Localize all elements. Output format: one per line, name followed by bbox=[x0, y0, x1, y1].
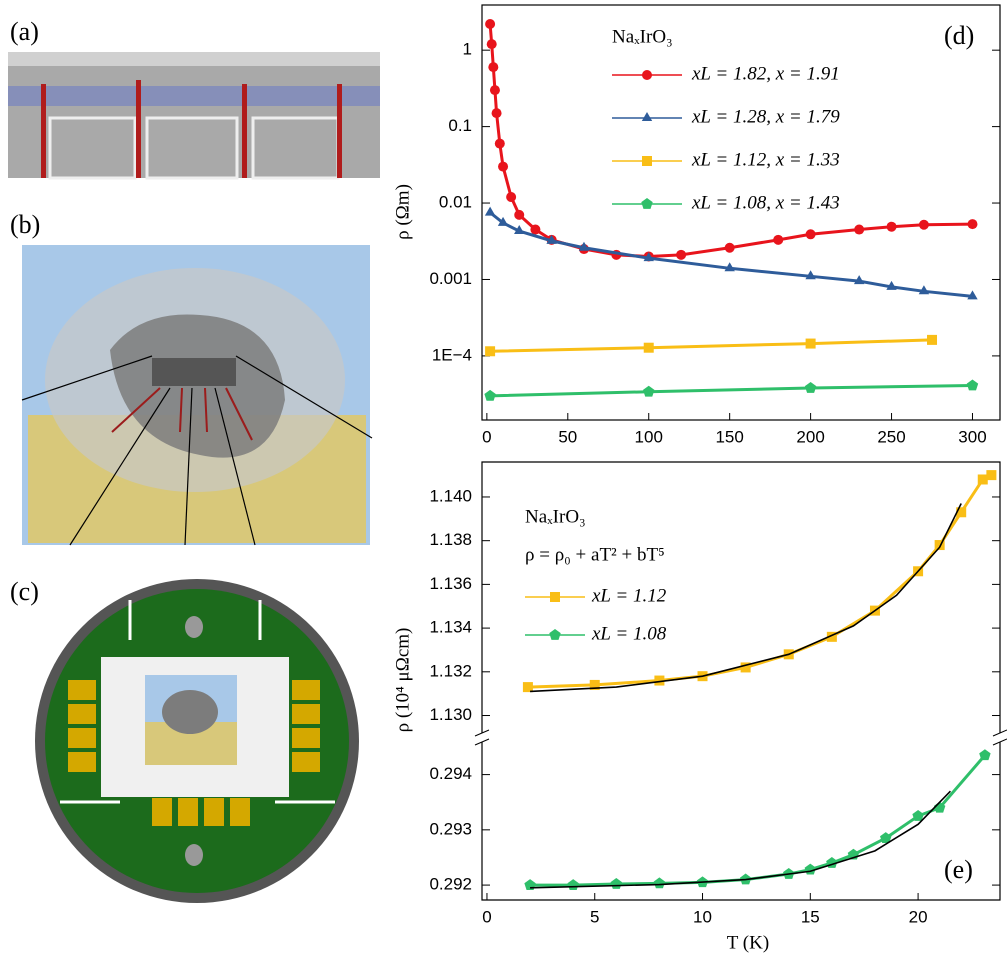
marker bbox=[676, 250, 686, 260]
x-tick-label: 150 bbox=[715, 427, 743, 446]
marker bbox=[549, 629, 560, 640]
y-tick-label: 1.134 bbox=[429, 618, 472, 637]
marker bbox=[611, 878, 622, 889]
marker bbox=[485, 346, 495, 356]
marker bbox=[805, 382, 816, 393]
y-axis-label: ρ (Ωm) bbox=[392, 184, 413, 240]
y-tick-label: 0.01 bbox=[439, 193, 472, 212]
marker bbox=[642, 156, 652, 166]
marker bbox=[530, 225, 540, 235]
marker bbox=[979, 749, 990, 760]
panel-label: (c) bbox=[10, 577, 39, 606]
x-tick-label: 5 bbox=[590, 907, 599, 926]
marker bbox=[506, 192, 516, 202]
marker bbox=[514, 210, 524, 220]
marker bbox=[978, 474, 988, 484]
y-tick-label: 1.136 bbox=[429, 574, 472, 593]
annotation: ρ = ρ₀ + aT² + bT⁵ bbox=[525, 544, 665, 565]
chart-title: NaₓIrO₃ bbox=[612, 26, 673, 47]
y-tick-label: 0.001 bbox=[429, 269, 472, 288]
y-tick-label: 1.138 bbox=[429, 530, 472, 549]
marker bbox=[654, 877, 665, 888]
marker bbox=[643, 386, 654, 397]
panel-label: (a) bbox=[10, 17, 39, 46]
marker bbox=[487, 39, 497, 49]
marker bbox=[488, 62, 498, 72]
marker bbox=[567, 879, 578, 890]
marker bbox=[805, 864, 816, 875]
x-tick-label: 10 bbox=[693, 907, 712, 926]
legend-label: xL = 1.08 bbox=[591, 623, 667, 644]
plot-frame bbox=[482, 462, 1000, 900]
x-tick-label: 15 bbox=[801, 907, 820, 926]
marker bbox=[806, 339, 816, 349]
legend-label: xL = 1.82, x = 1.91 bbox=[691, 63, 840, 84]
x-tick-label: 100 bbox=[635, 427, 663, 446]
marker bbox=[919, 220, 929, 230]
axis-break bbox=[475, 730, 1007, 745]
panel-label: (b) bbox=[10, 210, 40, 239]
y-tick-label: 0.293 bbox=[429, 819, 472, 838]
legend-label: xL = 1.12, x = 1.33 bbox=[691, 149, 840, 170]
marker bbox=[773, 235, 783, 245]
x-tick-label: 300 bbox=[958, 427, 986, 446]
marker bbox=[967, 379, 978, 390]
marker bbox=[644, 343, 654, 353]
marker bbox=[492, 108, 502, 118]
micrograph-a bbox=[8, 52, 380, 178]
sample-b bbox=[22, 245, 372, 545]
marker bbox=[485, 19, 495, 29]
y-tick-label: 0.294 bbox=[429, 764, 472, 783]
marker bbox=[550, 592, 560, 602]
x-tick-label: 0 bbox=[482, 907, 491, 926]
marker bbox=[498, 162, 508, 172]
data-line bbox=[490, 24, 972, 256]
puck-c bbox=[35, 579, 359, 903]
data-line bbox=[528, 475, 991, 687]
y-tick-label: 1.130 bbox=[429, 705, 472, 724]
marker bbox=[485, 207, 495, 216]
marker bbox=[967, 219, 977, 229]
data-line bbox=[490, 385, 972, 395]
legend-label: xL = 1.28, x = 1.79 bbox=[691, 106, 840, 127]
panel-label: (e) bbox=[944, 855, 973, 884]
panel-label: (d) bbox=[944, 21, 974, 50]
x-tick-label: 20 bbox=[909, 907, 928, 926]
marker bbox=[641, 198, 652, 209]
y-tick-label: 1.140 bbox=[429, 486, 472, 505]
x-tick-label: 250 bbox=[877, 427, 905, 446]
y-axis-label: ρ (10⁴ μΩcm) bbox=[392, 628, 413, 733]
legend-label: xL = 1.08, x = 1.43 bbox=[691, 192, 840, 213]
x-axis-label: T (K) bbox=[727, 932, 769, 953]
marker bbox=[490, 85, 500, 95]
marker bbox=[887, 222, 897, 232]
marker bbox=[495, 139, 505, 149]
marker bbox=[642, 112, 652, 121]
x-tick-label: 0 bbox=[482, 427, 491, 446]
y-tick-label: 1E−4 bbox=[432, 345, 472, 364]
chart-title: NaₓIrO₃ bbox=[525, 506, 586, 527]
x-tick-label: 200 bbox=[796, 427, 824, 446]
marker bbox=[927, 335, 937, 345]
marker bbox=[854, 225, 864, 235]
marker bbox=[986, 470, 996, 480]
marker bbox=[725, 243, 735, 253]
y-tick-label: 0.1 bbox=[448, 116, 472, 135]
x-tick-label: 50 bbox=[558, 427, 577, 446]
marker bbox=[642, 70, 652, 80]
marker bbox=[806, 229, 816, 239]
y-tick-label: 0.292 bbox=[429, 875, 472, 894]
data-line bbox=[490, 340, 932, 351]
marker bbox=[484, 390, 495, 401]
marker bbox=[523, 682, 533, 692]
y-tick-label: 1.132 bbox=[429, 661, 472, 680]
y-tick-label: 1 bbox=[463, 40, 472, 59]
legend-label: xL = 1.12 bbox=[591, 585, 667, 606]
figure: (a) (b) (c) 05010015020025030010.10.010.… bbox=[0, 0, 1007, 963]
